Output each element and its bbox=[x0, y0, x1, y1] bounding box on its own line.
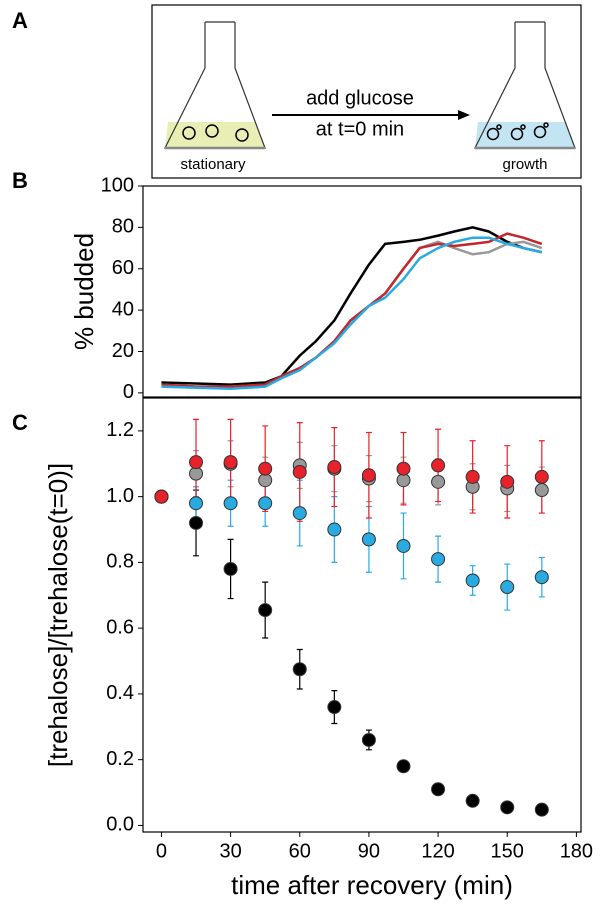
budding-cells bbox=[486, 122, 549, 141]
y-tick-label: 0.2 bbox=[106, 748, 134, 770]
cell bbox=[205, 124, 219, 138]
line bbox=[161, 226, 543, 386]
flask-label: stationary bbox=[180, 156, 246, 173]
point bbox=[292, 506, 307, 521]
point bbox=[396, 461, 411, 476]
point bbox=[431, 782, 446, 797]
point bbox=[327, 700, 342, 715]
point bbox=[500, 474, 515, 489]
point bbox=[361, 732, 376, 747]
y-tick-label: 60 bbox=[112, 257, 134, 279]
point bbox=[431, 474, 446, 489]
point bbox=[189, 496, 204, 511]
point bbox=[292, 662, 307, 677]
panel-label: C bbox=[12, 410, 28, 435]
y-axis-label: [trehalose]/[trehalose(t=0)] bbox=[43, 463, 73, 767]
point bbox=[431, 552, 446, 567]
point bbox=[223, 496, 238, 511]
plot-frame bbox=[142, 185, 582, 398]
panel-label: B bbox=[12, 168, 28, 193]
point bbox=[258, 461, 273, 476]
point bbox=[534, 483, 549, 498]
x-tick-label: 120 bbox=[421, 840, 454, 862]
point bbox=[500, 800, 515, 815]
line bbox=[161, 232, 543, 388]
y-tick-label: 0.6 bbox=[106, 616, 134, 638]
x-tick-label: 150 bbox=[491, 840, 524, 862]
cell bbox=[182, 126, 196, 140]
y-tick-label: 40 bbox=[112, 298, 134, 320]
point bbox=[534, 570, 549, 585]
point bbox=[465, 469, 480, 484]
point bbox=[431, 458, 446, 473]
arrow-label: add glucose bbox=[306, 87, 414, 109]
panel-label: A bbox=[12, 8, 28, 33]
plot-frame bbox=[142, 397, 582, 833]
point bbox=[465, 793, 480, 808]
point bbox=[292, 464, 307, 479]
point bbox=[327, 460, 342, 475]
x-tick-label: 60 bbox=[289, 840, 311, 862]
point bbox=[500, 580, 515, 595]
point bbox=[534, 802, 549, 817]
point bbox=[396, 538, 411, 553]
y-tick-label: 1.2 bbox=[106, 419, 134, 441]
flask-label: growth bbox=[502, 156, 547, 173]
liquid bbox=[165, 122, 265, 148]
y-tick-label: 80 bbox=[112, 216, 134, 238]
y-tick-label: 20 bbox=[112, 340, 134, 362]
y-tick-label: 0.0 bbox=[106, 814, 134, 836]
point bbox=[361, 468, 376, 483]
point bbox=[189, 455, 204, 470]
point bbox=[223, 561, 238, 576]
cell bbox=[235, 128, 249, 142]
point bbox=[154, 489, 169, 504]
x-tick-label: 180 bbox=[560, 840, 593, 862]
y-tick-label: 0.4 bbox=[106, 682, 134, 704]
y-tick-label: 1.0 bbox=[106, 485, 134, 507]
point bbox=[396, 759, 411, 774]
arrow-head bbox=[458, 110, 470, 120]
point bbox=[465, 573, 480, 588]
x-tick-label: 90 bbox=[358, 840, 380, 862]
arrow-label: at t=0 min bbox=[316, 118, 404, 140]
y-tick-label: 100 bbox=[101, 174, 134, 196]
line bbox=[161, 236, 543, 390]
x-axis-label: time after recovery (min) bbox=[231, 870, 513, 900]
point bbox=[223, 455, 238, 470]
y-axis-label: % budded bbox=[69, 233, 99, 350]
point bbox=[534, 469, 549, 484]
point bbox=[361, 532, 376, 547]
y-tick-label: 0.8 bbox=[106, 551, 134, 573]
x-tick-label: 0 bbox=[156, 840, 167, 862]
diagram-frame bbox=[151, 4, 582, 179]
point bbox=[258, 603, 273, 618]
diagram: add glucose at t=0 min stationary growth bbox=[151, 4, 582, 179]
point bbox=[189, 515, 204, 530]
point bbox=[258, 496, 273, 511]
line bbox=[161, 240, 543, 388]
x-tick-label: 30 bbox=[219, 840, 241, 862]
y-tick-label: 0 bbox=[123, 381, 134, 403]
point bbox=[327, 522, 342, 537]
